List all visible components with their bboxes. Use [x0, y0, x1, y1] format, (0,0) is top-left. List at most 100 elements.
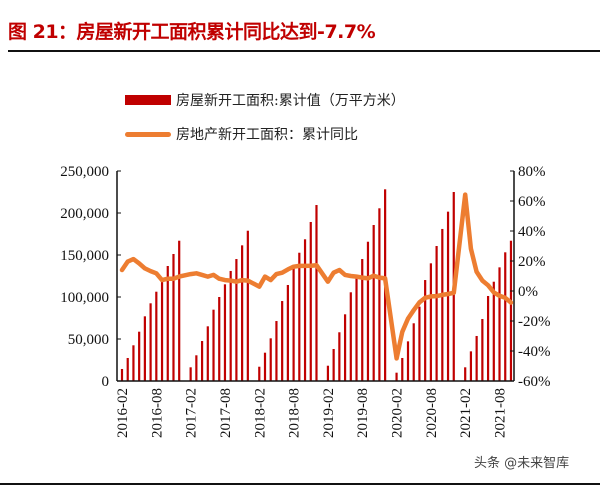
watermark: 头条 @未来智库: [474, 456, 570, 471]
right-tick-label: 0%: [518, 284, 538, 300]
left-tick-label: 0: [102, 374, 110, 390]
right-tick-label: 20%: [518, 254, 546, 270]
bar: [429, 263, 432, 381]
bar: [504, 252, 507, 381]
bar: [172, 253, 175, 381]
bar: [418, 306, 421, 381]
bar: [263, 352, 267, 381]
bar: [126, 357, 129, 381]
x-tick-label: 2019-02: [321, 388, 337, 438]
bar: [424, 280, 427, 381]
left-tick-label: 250,000: [60, 164, 109, 180]
bar: [286, 284, 289, 381]
right-tick-label: 60%: [518, 194, 546, 210]
x-tick-label: 2017-02: [184, 388, 200, 438]
bar: [441, 228, 444, 381]
bar: [498, 267, 501, 381]
bar: [378, 208, 381, 381]
bar: [464, 367, 467, 381]
bar: [315, 205, 318, 381]
bar: [166, 266, 169, 381]
legend-swatch-line: [125, 131, 171, 137]
bar: [486, 295, 490, 381]
bar: [469, 351, 473, 381]
title-divider: [8, 50, 600, 52]
left-tick-label: 150,000: [60, 248, 109, 264]
right-tick-label: 40%: [518, 224, 546, 240]
bar: [401, 357, 404, 381]
bar: [303, 239, 307, 381]
left-tick-label: 50,000: [68, 332, 109, 348]
bar: [223, 284, 227, 381]
bar: [132, 345, 135, 381]
bar: [509, 240, 513, 381]
bar: [235, 259, 238, 381]
bar: [412, 323, 415, 381]
right-tick-label: -40%: [518, 344, 551, 360]
bar: [481, 319, 484, 381]
x-tick-label: 2016-08: [149, 388, 165, 438]
chart-title: 图 21：房屋新开工面积累计同比达到-7.7%: [8, 21, 376, 43]
bar: [332, 348, 335, 381]
bar: [349, 292, 352, 381]
bar: [292, 268, 295, 381]
bar: [309, 221, 312, 381]
legend-item-bars: 房屋新开工面积:累计值（万平方米）: [125, 83, 405, 117]
left-tick-label: 200,000: [60, 206, 109, 222]
bar: [246, 230, 249, 381]
x-tick-label: 2021-02: [458, 388, 474, 438]
bar: [366, 241, 370, 381]
legend-label-bars: 房屋新开工面积:累计值（万平方米）: [176, 93, 405, 109]
left-tick-label: 100,000: [60, 290, 109, 306]
legend: 房屋新开工面积:累计值（万平方米） 房地产新开工面积：累计同比: [125, 83, 405, 151]
bar: [435, 246, 438, 381]
bar: [338, 332, 341, 381]
legend-swatch-bar: [125, 95, 171, 105]
bar: [372, 225, 375, 381]
bar: [343, 314, 347, 381]
bar: [492, 281, 495, 381]
legend-label-line: 房地产新开工面积：累计同比: [176, 127, 358, 143]
right-tick-label: -20%: [518, 314, 551, 330]
x-tick-label: 2016-02: [115, 388, 131, 438]
x-tick-label: 2020-08: [424, 388, 440, 438]
bar: [149, 303, 152, 381]
bar: [200, 341, 204, 381]
bar: [143, 316, 146, 381]
bar: [406, 341, 410, 381]
bar: [395, 372, 398, 381]
bar: [189, 367, 192, 381]
x-tick-label: 2019-08: [355, 388, 371, 438]
bar: [138, 331, 141, 381]
bar: [206, 326, 209, 381]
bar: [258, 366, 261, 381]
bar: [281, 301, 284, 381]
x-tick-label: 2020-02: [390, 388, 406, 438]
bar: [120, 368, 124, 381]
bar: [229, 270, 232, 381]
bar: [218, 297, 221, 381]
bar: [298, 252, 301, 381]
x-tick-label: 2017-08: [218, 388, 234, 438]
bar: [475, 335, 478, 381]
bar: [275, 321, 278, 381]
legend-item-line: 房地产新开工面积：累计同比: [125, 117, 405, 151]
bar: [269, 338, 272, 381]
bar: [326, 365, 330, 381]
yoy-line: [119, 192, 514, 361]
bottom-divider: [0, 483, 600, 485]
x-tick-label: 2021-08: [493, 388, 509, 438]
x-tick-label: 2018-08: [287, 388, 303, 438]
right-tick-label: 80%: [518, 164, 546, 180]
bar: [178, 240, 181, 381]
bar: [195, 355, 198, 381]
bar: [446, 211, 450, 381]
bar: [155, 291, 158, 381]
bar: [361, 259, 364, 381]
x-tick-label: 2018-02: [252, 388, 268, 438]
bar: [355, 278, 358, 381]
bar: [212, 309, 215, 381]
right-tick-label: -60%: [518, 374, 551, 390]
bar: [160, 279, 164, 381]
